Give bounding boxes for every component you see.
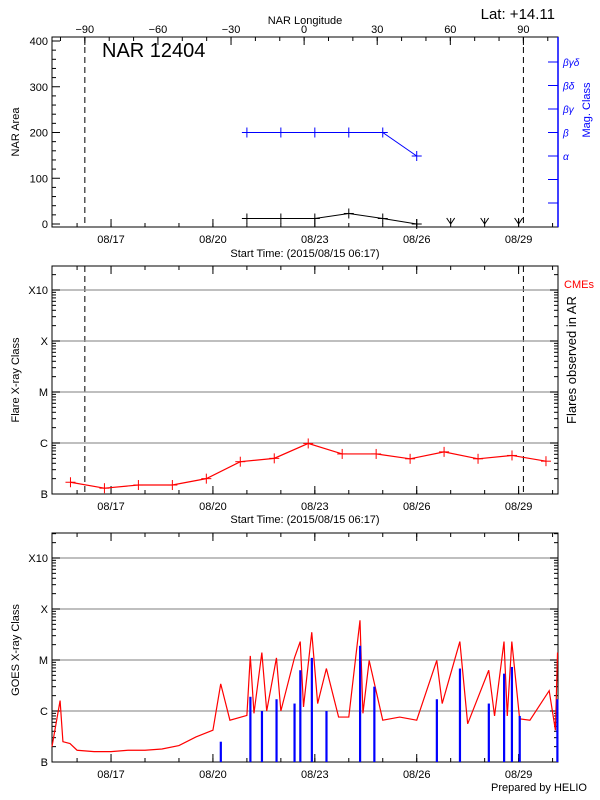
x-tick-label: 08/23 bbox=[301, 234, 329, 246]
goes-flux-line bbox=[51, 620, 559, 753]
goes-blue-bar bbox=[487, 703, 490, 762]
goes-blue-bar bbox=[249, 696, 252, 762]
x-tick-label: 08/23 bbox=[301, 769, 329, 781]
goes-blue-bar bbox=[503, 673, 506, 762]
y-tick-label: X10 bbox=[28, 285, 48, 297]
x-tick-label: 08/26 bbox=[403, 769, 431, 781]
area-line bbox=[246, 212, 417, 225]
longitude-tick-label: 0 bbox=[301, 24, 307, 36]
longitude-tick-label: −60 bbox=[149, 24, 168, 36]
y-tick-label: C bbox=[40, 438, 48, 450]
goes-blue-bar bbox=[518, 715, 521, 762]
longitude-tick-label: 30 bbox=[371, 24, 383, 36]
x-tick-label: 08/17 bbox=[97, 769, 125, 781]
mid-y-axis-title: Flare X-ray Class bbox=[10, 337, 22, 422]
goes-blue-bar bbox=[435, 699, 438, 762]
no-data-marker bbox=[446, 217, 456, 225]
longitude-tick-label: 60 bbox=[444, 24, 456, 36]
longitude-tick-label: −30 bbox=[222, 24, 241, 36]
mag-class-label: β bbox=[562, 129, 569, 140]
goes-blue-bar bbox=[556, 699, 559, 762]
top-axis-title: NAR Longitude bbox=[268, 15, 343, 27]
y-tick-label: X10 bbox=[28, 553, 48, 565]
footer-credit: Prepared by HELIO bbox=[491, 782, 587, 794]
bottom-y-axis-title: GOES X-ray Class bbox=[10, 604, 22, 696]
mag-class-axis-title: Mag. Class bbox=[581, 82, 593, 138]
x-tick-label: 08/26 bbox=[403, 501, 431, 513]
goes-blue-bar bbox=[293, 703, 296, 762]
y-tick-label: 400 bbox=[30, 36, 48, 48]
y-tick-label: C bbox=[40, 706, 48, 718]
mag-class-label: α bbox=[563, 152, 569, 163]
x-tick-label: 08/17 bbox=[97, 234, 125, 246]
x-tick-label: 08/20 bbox=[199, 234, 227, 246]
top-y-axis-title: NAR Area bbox=[10, 107, 22, 157]
mag-class-line bbox=[246, 132, 418, 157]
goes-blue-bar bbox=[275, 699, 278, 762]
x-tick-label: 08/23 bbox=[301, 501, 329, 513]
y-tick-label: 0 bbox=[42, 219, 48, 231]
goes-blue-bar bbox=[310, 657, 313, 762]
goes-blue-bar bbox=[299, 670, 302, 762]
x-tick-label: 08/17 bbox=[97, 501, 125, 513]
flare-class-line bbox=[70, 442, 547, 489]
mid-x-axis-title: Start Time: (2015/08/15 06:17) bbox=[230, 514, 379, 526]
cme-legend: CMEs bbox=[564, 279, 594, 291]
x-tick-label: 08/29 bbox=[505, 234, 533, 246]
y-tick-label: X bbox=[41, 336, 49, 348]
goes-blue-bar bbox=[510, 666, 514, 762]
goes-blue-bar bbox=[458, 668, 462, 762]
top-x-axis-title: Start Time: (2015/08/15 06:17) bbox=[230, 248, 379, 260]
goes-blue-bar bbox=[358, 645, 362, 762]
latitude-label: Lat: +14.11 bbox=[481, 6, 555, 23]
no-data-marker bbox=[514, 217, 524, 225]
goes-blue-bar bbox=[260, 711, 264, 762]
y-tick-label: 100 bbox=[30, 173, 48, 185]
x-tick-label: 08/20 bbox=[199, 769, 227, 781]
x-tick-label: 08/20 bbox=[199, 501, 227, 513]
mag-class-label: βγδ bbox=[562, 58, 580, 69]
y-tick-label: 300 bbox=[30, 82, 48, 94]
y-tick-label: M bbox=[39, 655, 48, 667]
mag-class-label: βγ bbox=[562, 105, 575, 116]
x-tick-label: 08/26 bbox=[403, 234, 431, 246]
mid-right-axis-title: Flares observed in AR bbox=[564, 296, 579, 424]
mag-class-label: βδ bbox=[562, 82, 575, 93]
y-tick-label: B bbox=[41, 757, 48, 769]
no-data-marker bbox=[480, 217, 490, 225]
goes-blue-bar bbox=[325, 711, 328, 762]
plot-frame-1 bbox=[51, 265, 559, 495]
y-tick-label: M bbox=[39, 387, 48, 399]
y-tick-label: X bbox=[41, 604, 49, 616]
longitude-tick-label: −90 bbox=[76, 24, 95, 36]
y-tick-label: B bbox=[41, 489, 48, 501]
plot-frame-2 bbox=[51, 532, 559, 763]
goes-blue-bar bbox=[219, 741, 222, 762]
x-tick-label: 08/29 bbox=[505, 501, 533, 513]
goes-blue-bar bbox=[373, 686, 376, 762]
chart-title: NAR 12404 bbox=[102, 40, 205, 62]
x-tick-label: 08/29 bbox=[505, 769, 533, 781]
y-tick-label: 200 bbox=[30, 128, 48, 140]
longitude-tick-label: 90 bbox=[517, 24, 529, 36]
